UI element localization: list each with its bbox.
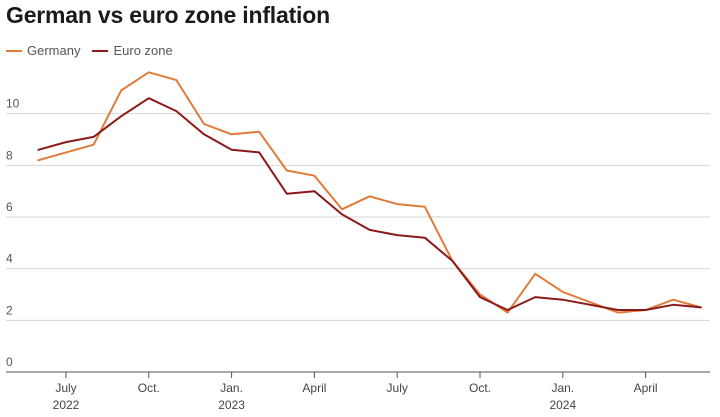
x-tick-label: April	[634, 381, 658, 395]
series-line-germany	[37, 71, 702, 314]
x-axis: July 2022 Oct. Jan. 2023 April July Oct. Jan. 202…	[53, 372, 658, 412]
y-tick-label: 4	[6, 252, 13, 266]
x-tick-label: July	[387, 381, 408, 395]
x-tick-label: Oct.	[469, 381, 491, 395]
legend-item-euro-zone: Euro zone	[92, 43, 173, 58]
legend: Germany Euro zone	[6, 43, 173, 58]
legend-swatch-germany	[6, 49, 22, 52]
x-tick-year-label: 2024	[549, 398, 576, 412]
x-tick-label: Oct.	[138, 381, 160, 395]
gridlines	[6, 113, 710, 373]
legend-swatch-euro-zone	[92, 49, 109, 52]
x-tick-label: Jan.	[551, 381, 574, 395]
y-axis-ticks: 0 2 4 6 8 10	[6, 97, 20, 369]
series-line-euro-zone	[37, 97, 702, 311]
y-tick-label: 0	[6, 355, 13, 369]
legend-label-euro-zone: Euro zone	[113, 43, 173, 58]
x-tick-year-label: 2022	[53, 398, 80, 412]
y-tick-label: 8	[6, 148, 13, 162]
y-tick-label: 2	[6, 303, 13, 317]
chart-title: German vs euro zone inflation	[6, 2, 330, 28]
x-tick-label: July	[55, 381, 76, 395]
legend-label-germany: Germany	[27, 43, 81, 58]
y-tick-label: 10	[6, 97, 20, 111]
series-lines	[37, 71, 702, 314]
legend-item-germany: Germany	[6, 43, 80, 58]
x-tick-label: Jan.	[220, 381, 243, 395]
y-tick-label: 6	[6, 200, 13, 214]
x-tick-label: April	[302, 381, 326, 395]
x-tick-year-label: 2023	[218, 398, 245, 412]
